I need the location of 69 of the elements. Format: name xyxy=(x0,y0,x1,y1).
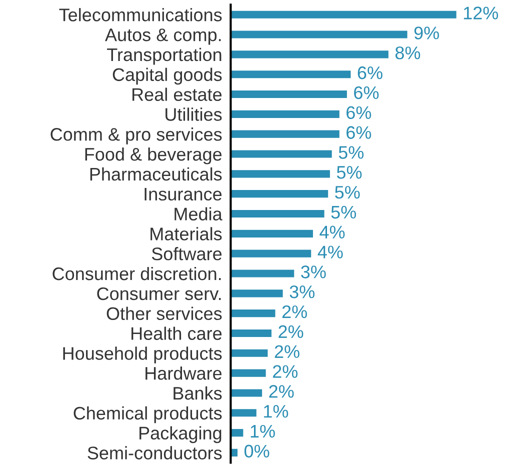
data-label: 2% xyxy=(278,325,304,338)
data-label: 0% xyxy=(244,444,270,458)
y-tick-label: Health care xyxy=(132,326,222,340)
y-tick-label: Capital goods xyxy=(112,68,222,85)
data-label: 4% xyxy=(318,246,343,258)
data-label: 1% xyxy=(264,405,288,418)
bar xyxy=(230,168,332,180)
bar xyxy=(230,89,348,100)
y-tick-label: Comm & pro services xyxy=(50,128,222,144)
data-label: 6% xyxy=(354,86,379,100)
data-label: 3% xyxy=(301,266,326,278)
data-label: 3% xyxy=(290,285,315,298)
bar xyxy=(230,109,341,120)
data-label: 5% xyxy=(338,146,364,159)
y-tick-label: Real estate xyxy=(132,88,222,101)
y-tick-label: Hardware xyxy=(146,366,222,380)
y-tick-label: Transportation xyxy=(107,48,222,65)
data-label: 5% xyxy=(336,166,362,179)
bar xyxy=(230,69,352,80)
data-label: 4% xyxy=(320,226,345,238)
bar xyxy=(230,388,264,398)
y-tick-label: Media xyxy=(174,207,222,220)
y-tick-label: Other services xyxy=(106,306,222,320)
y-tick-label: Utilities xyxy=(166,108,222,121)
bar xyxy=(230,29,409,40)
bar xyxy=(230,348,270,358)
bar xyxy=(230,128,341,140)
y-tick-label: Telecommunications xyxy=(59,8,222,22)
data-label: 5% xyxy=(331,206,356,219)
data-label: 5% xyxy=(335,186,360,199)
bar xyxy=(230,448,239,458)
data-label: 2% xyxy=(269,385,294,398)
bar xyxy=(230,228,314,239)
y-tick-label: Chemical products xyxy=(74,406,222,424)
data-label: 6% xyxy=(346,106,372,120)
y-tick-label: Banks xyxy=(174,386,222,400)
data-label: 8% xyxy=(395,46,420,60)
y-tick-label: Pharmaceuticals xyxy=(90,167,222,181)
bar xyxy=(230,308,277,318)
bar xyxy=(230,49,390,60)
y-tick-label: Materials xyxy=(150,227,222,240)
data-label: 6% xyxy=(346,126,372,139)
y-tick-label: Consumer serv. xyxy=(97,287,221,300)
data-label: 2% xyxy=(282,305,307,318)
bar xyxy=(230,208,326,219)
bar xyxy=(230,428,245,438)
bar xyxy=(230,288,284,299)
bar xyxy=(230,248,312,259)
data-label: 6% xyxy=(358,66,382,80)
data-label: 2% xyxy=(274,345,300,358)
data-label: 2% xyxy=(272,365,298,378)
y-tick-label: Insurance xyxy=(144,188,222,201)
y-tick-label: Food & beverage xyxy=(85,147,222,164)
y-tick-label: Packaging xyxy=(140,426,222,444)
data-label: 1% xyxy=(250,424,275,438)
y-tick-label: Software xyxy=(152,247,222,260)
bar xyxy=(230,368,268,378)
bar xyxy=(230,268,296,279)
bar xyxy=(230,9,458,20)
y-tick-label: Household products xyxy=(63,346,222,364)
y-tick-label: Semi-conductors xyxy=(88,446,222,460)
bar xyxy=(230,188,330,200)
y-tick-label: Consumer discretion. xyxy=(52,266,221,280)
bar xyxy=(230,328,273,338)
y-tick-label: Autos & comp. xyxy=(104,28,221,45)
data-label: 9% xyxy=(414,26,439,40)
bar xyxy=(230,148,334,160)
data-label: 12% xyxy=(464,6,498,20)
bar xyxy=(230,408,258,418)
